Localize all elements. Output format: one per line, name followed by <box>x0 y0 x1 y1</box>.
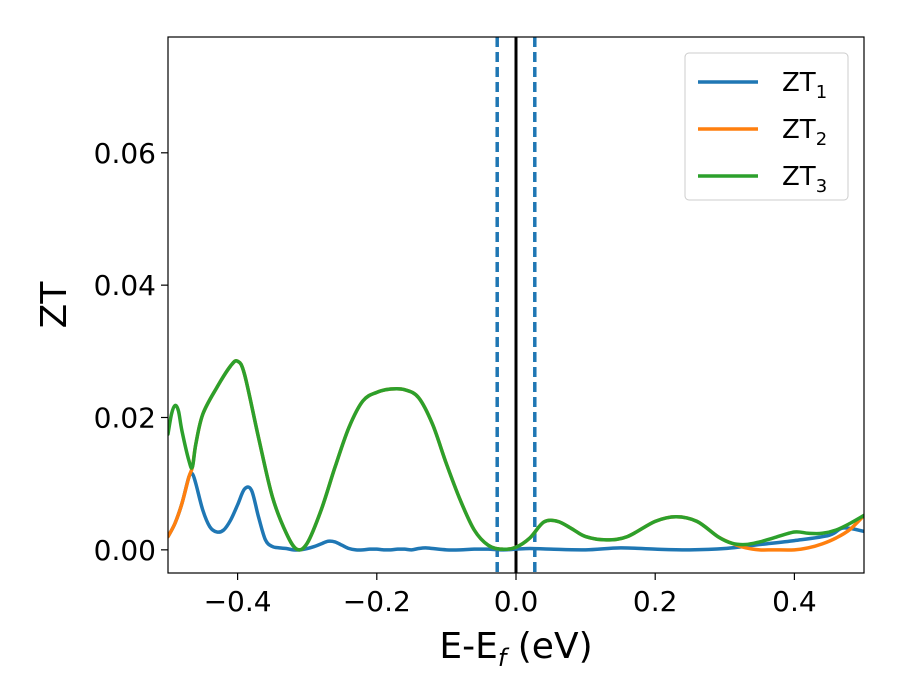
legend-box <box>684 52 849 201</box>
x-tick-label: 0.4 <box>772 585 817 618</box>
x-axis-title-unit: (eV) <box>506 626 592 667</box>
x-tick-label: 0.0 <box>494 585 539 618</box>
legend: ZT1 ZT2 ZT3 <box>684 52 849 201</box>
x-axis-title: E-Ef (eV) <box>439 626 592 672</box>
y-tick-label: 0.04 <box>94 269 156 302</box>
legend-label-zt2: ZT2 <box>782 115 827 150</box>
x-tick-label: −0.4 <box>204 585 272 618</box>
y-tick-label: 0.06 <box>94 137 156 170</box>
x-tick-label: 0.2 <box>633 585 678 618</box>
legend-label-zt3: ZT3 <box>782 162 827 197</box>
legend-label-zt1: ZT1 <box>782 68 827 103</box>
y-axis-title: ZT <box>34 281 75 329</box>
y-tick-label: 0.02 <box>94 401 156 434</box>
series-line-zt1 <box>168 471 864 552</box>
x-tick-label: −0.2 <box>343 585 411 618</box>
series-line-zt3 <box>168 359 864 552</box>
y-tick-label: 0.00 <box>94 534 156 567</box>
